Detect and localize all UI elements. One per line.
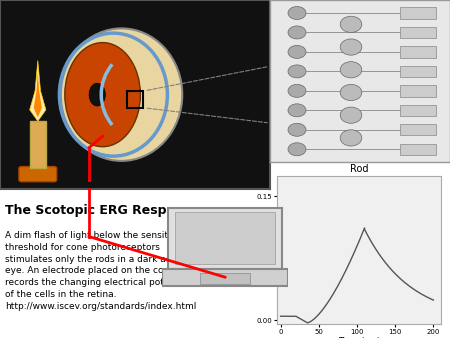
Bar [400, 85, 436, 97]
Bar [400, 27, 436, 38]
Ellipse shape [288, 123, 306, 136]
Bar [400, 105, 436, 116]
Y-axis label: Amplitude (V): Amplitude (V) [245, 221, 254, 279]
Bar [400, 124, 436, 136]
Polygon shape [30, 61, 46, 121]
Ellipse shape [65, 43, 140, 147]
Ellipse shape [288, 65, 306, 78]
Bar [400, 46, 436, 57]
Ellipse shape [340, 62, 362, 78]
FancyBboxPatch shape [168, 208, 282, 269]
Ellipse shape [340, 84, 362, 101]
Bar [127, 91, 143, 108]
Ellipse shape [288, 6, 306, 20]
Bar [400, 7, 436, 19]
Ellipse shape [340, 130, 362, 146]
FancyBboxPatch shape [175, 212, 275, 264]
FancyBboxPatch shape [30, 121, 46, 168]
Ellipse shape [89, 83, 105, 106]
FancyBboxPatch shape [162, 269, 288, 286]
Ellipse shape [288, 143, 306, 156]
Ellipse shape [288, 84, 306, 97]
FancyBboxPatch shape [200, 273, 250, 284]
Ellipse shape [288, 45, 306, 58]
Polygon shape [34, 72, 42, 117]
Ellipse shape [340, 16, 362, 32]
Ellipse shape [61, 28, 182, 161]
Title: Rod: Rod [350, 164, 368, 174]
FancyBboxPatch shape [19, 167, 57, 182]
Bar [400, 144, 436, 155]
Ellipse shape [340, 107, 362, 123]
Ellipse shape [288, 104, 306, 117]
Bar [400, 66, 436, 77]
Text: A dim flash of light below the sensitivity
threshold for cone photoreceptors
sti: A dim flash of light below the sensitivi… [5, 231, 198, 311]
Text: The Scotopic ERG Response: The Scotopic ERG Response [5, 204, 200, 217]
Ellipse shape [288, 26, 306, 39]
X-axis label: Time (ms): Time (ms) [338, 337, 380, 338]
Ellipse shape [340, 39, 362, 55]
